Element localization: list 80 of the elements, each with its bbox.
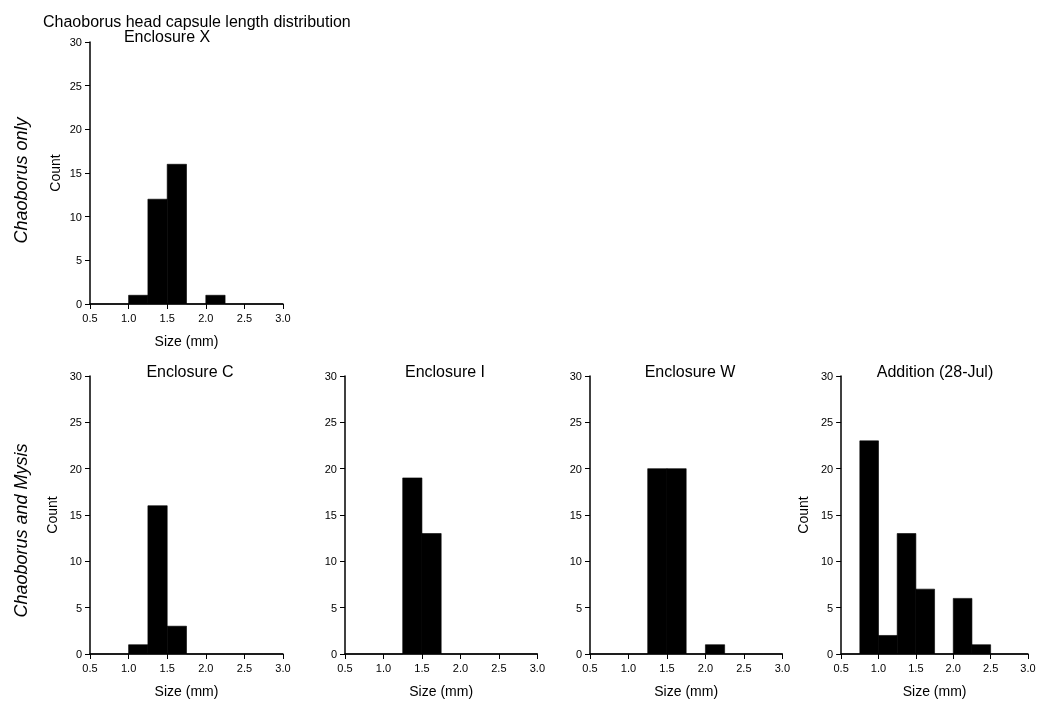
y-axis-title: Count xyxy=(795,496,811,534)
y-tick-label: 25 xyxy=(69,79,82,92)
x-tick-label: 0.5 xyxy=(337,661,353,674)
x-tick-label: 3.0 xyxy=(275,661,291,674)
x-tick-label: 1.0 xyxy=(870,661,887,674)
y-tick-label: 10 xyxy=(569,555,582,568)
x-tick-label: 2.5 xyxy=(736,661,752,674)
x-tick-label: 2.5 xyxy=(982,661,999,674)
y-tick-label: 30 xyxy=(820,370,834,382)
x-tick-label: 2.5 xyxy=(491,661,507,674)
y-tick-label: 5 xyxy=(330,601,337,614)
y-tick-label: 0 xyxy=(75,648,82,660)
x-tick-label: 1.0 xyxy=(120,311,137,324)
x-tick-label: 2.0 xyxy=(198,311,214,324)
y-tick-label: 25 xyxy=(324,416,337,429)
y-tick-label: 15 xyxy=(69,167,82,179)
y-tick-label: 25 xyxy=(820,416,834,429)
chart-title: Addition (28-Jul) xyxy=(876,362,994,380)
y-tick-label: 0 xyxy=(827,648,834,660)
x-tick-label: 1.5 xyxy=(659,661,675,674)
x-axis-title: Size (mm) xyxy=(902,683,967,699)
y-tick-label: 5 xyxy=(75,254,82,267)
y-tick-label: 10 xyxy=(69,210,82,223)
y-axis-title: Count xyxy=(43,496,60,534)
chart-title: Chaoborus head capsule length distribution xyxy=(43,12,351,30)
y-tick-label: 20 xyxy=(324,462,337,475)
y-tick-label: 0 xyxy=(75,298,82,310)
y-tick-label: 25 xyxy=(69,416,82,429)
y-tick-label: 0 xyxy=(575,648,582,660)
y-axis-title: Count xyxy=(47,154,63,192)
y-tick-label: 20 xyxy=(569,462,582,475)
y-tick-label: 30 xyxy=(69,370,82,382)
text: Chaoborus only xyxy=(11,116,31,244)
y-tick-label: 30 xyxy=(324,370,337,382)
y-tick-label: 25 xyxy=(569,416,582,429)
text: Chaoborus and Mysis xyxy=(11,443,31,618)
y-tick-label: 30 xyxy=(569,370,582,382)
x-tick-label: 1.0 xyxy=(620,661,637,674)
y-tick-label: 10 xyxy=(820,555,834,568)
x-tick-label: 0.5 xyxy=(582,661,598,674)
chart-title: Enclosure I xyxy=(404,362,486,380)
y-tick-label: 5 xyxy=(575,601,582,614)
x-tick-label: 2.5 xyxy=(236,311,253,324)
x-tick-label: 3.0 xyxy=(774,661,790,674)
x-tick-label: 2.0 xyxy=(697,661,714,674)
y-tick-label: 10 xyxy=(69,555,82,568)
x-tick-label: 0.5 xyxy=(82,661,98,674)
y-tick-label: 0 xyxy=(330,648,337,660)
y-tick-label: 15 xyxy=(324,509,337,521)
chart-title: Enclosure C xyxy=(146,362,234,380)
y-tick-label: 5 xyxy=(75,601,82,614)
y-tick-label: 20 xyxy=(69,462,82,475)
chart-title: Enclosure W xyxy=(644,362,737,380)
x-axis-title: Size (mm) xyxy=(654,683,719,699)
x-tick-label: 1.5 xyxy=(908,661,924,674)
x-tick-label: 1.0 xyxy=(375,661,392,674)
y-tick-label: 30 xyxy=(69,36,82,48)
y-tick-label: 20 xyxy=(69,123,82,136)
y-tick-label: 15 xyxy=(569,509,582,521)
x-tick-label: 1.5 xyxy=(159,311,175,324)
y-tick-label: 20 xyxy=(820,462,834,475)
y-tick-label: 15 xyxy=(820,509,834,521)
x-tick-label: 1.5 xyxy=(159,661,175,674)
y-tick-label: 5 xyxy=(827,601,834,614)
x-tick-label: 1.0 xyxy=(120,661,137,674)
x-axis-title: Size (mm) xyxy=(154,683,219,699)
x-tick-label: 3.0 xyxy=(1020,661,1036,674)
y-tick-label: 15 xyxy=(69,509,82,521)
x-tick-label: 3.0 xyxy=(529,661,545,674)
x-tick-label: 2.0 xyxy=(945,661,961,674)
x-tick-label: 1.5 xyxy=(414,661,430,674)
x-tick-label: 2.5 xyxy=(236,661,253,674)
x-tick-label: 0.5 xyxy=(82,311,98,324)
x-tick-label: 2.0 xyxy=(198,661,214,674)
y-tick-label: 10 xyxy=(324,555,337,568)
x-axis-title: Size (mm) xyxy=(154,333,219,349)
x-axis-title: Size (mm) xyxy=(409,683,474,699)
x-tick-label: 2.0 xyxy=(452,661,469,674)
x-tick-label: 0.5 xyxy=(833,661,849,674)
x-tick-label: 3.0 xyxy=(275,311,291,324)
